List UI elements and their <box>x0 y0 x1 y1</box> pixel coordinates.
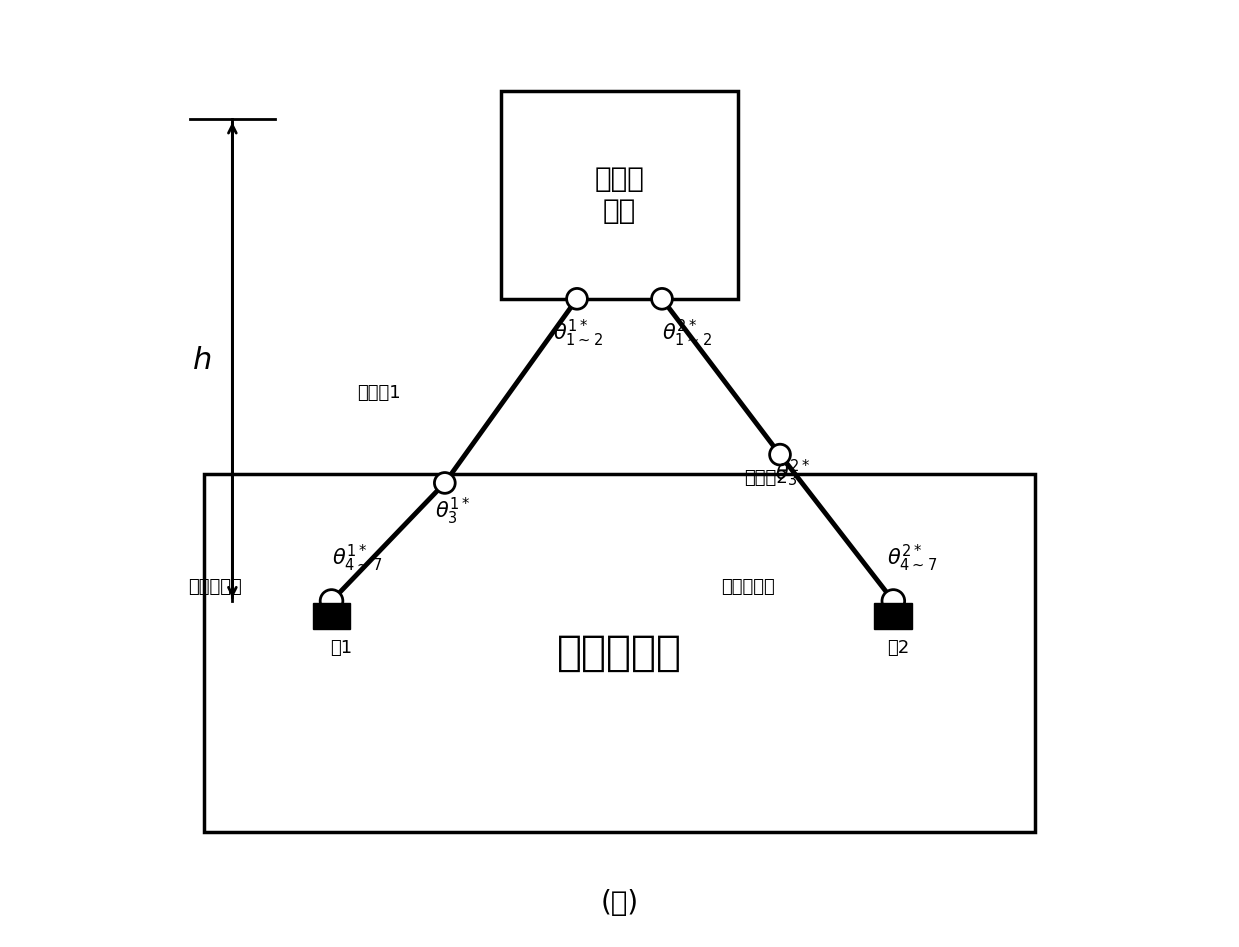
Text: 末端作动器: 末端作动器 <box>188 578 242 596</box>
Text: 目标航天器: 目标航天器 <box>558 632 681 674</box>
Text: $\theta^{1*}_{3}$: $\theta^{1*}_{3}$ <box>435 495 471 527</box>
Text: 点1: 点1 <box>330 639 352 657</box>
Text: 点2: 点2 <box>887 639 909 657</box>
Text: 机械臁1: 机械臁1 <box>357 384 400 402</box>
Circle shape <box>320 590 343 613</box>
Circle shape <box>769 444 790 465</box>
Text: $\theta^{1*}_{4\sim7}$: $\theta^{1*}_{4\sim7}$ <box>332 543 382 574</box>
Circle shape <box>652 289 673 310</box>
Text: $\theta^{2*}_{4\sim7}$: $\theta^{2*}_{4\sim7}$ <box>887 543 937 574</box>
Bar <box>502 91 737 299</box>
Text: $\theta^{2*}_{3}$: $\theta^{2*}_{3}$ <box>776 458 810 489</box>
Circle shape <box>566 289 587 310</box>
Text: $h$: $h$ <box>192 346 211 375</box>
Text: $\theta^{2*}_{1\sim2}$: $\theta^{2*}_{1\sim2}$ <box>662 318 712 349</box>
Text: 机械臁2: 机械臁2 <box>743 469 788 487</box>
Bar <box>312 603 351 630</box>
Bar <box>875 603 912 630</box>
Circle shape <box>882 590 904 613</box>
Bar <box>204 474 1035 832</box>
Text: 末端作动器: 末端作动器 <box>721 578 776 596</box>
Text: (ｂ): (ｂ) <box>601 889 638 917</box>
Text: $\theta^{1*}_{1\sim2}$: $\theta^{1*}_{1\sim2}$ <box>554 318 603 349</box>
Circle shape <box>435 473 455 493</box>
Text: 机器人
平台: 机器人 平台 <box>595 165 644 225</box>
